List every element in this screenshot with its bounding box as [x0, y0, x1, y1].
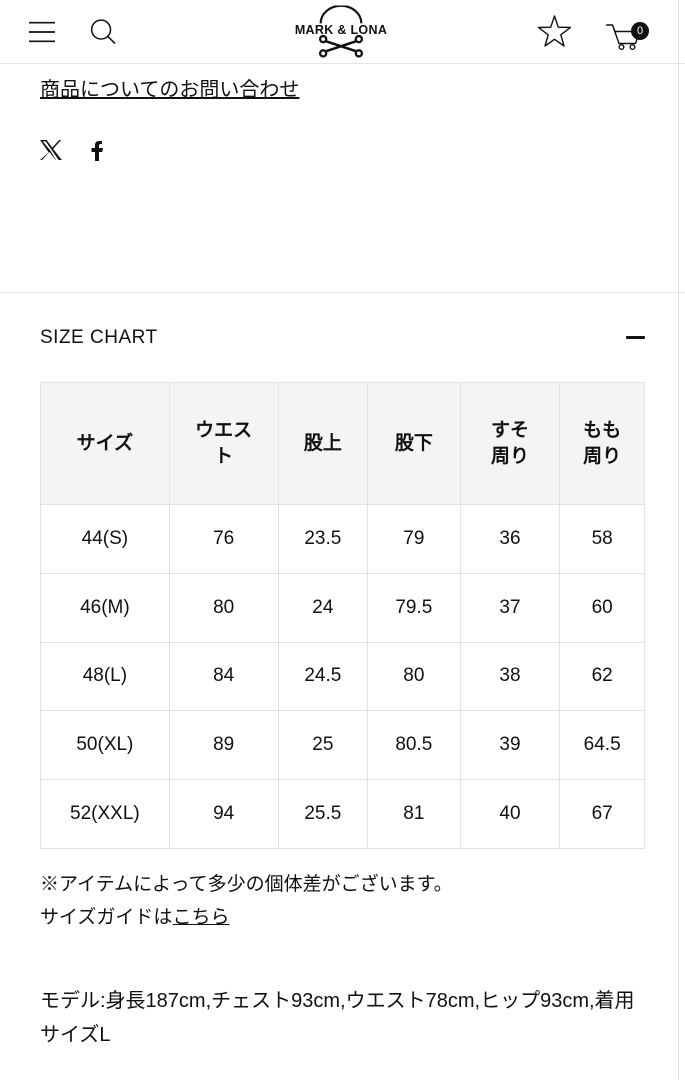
svg-text:MARK & LONA: MARK & LONA: [295, 23, 387, 37]
